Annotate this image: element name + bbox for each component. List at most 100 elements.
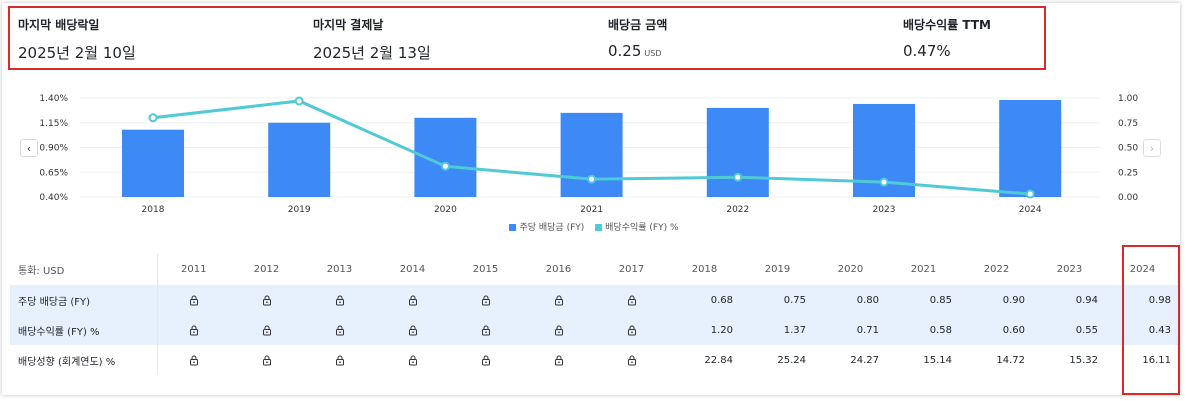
- table-row: 주당 배당금 (FY) 0.68 0.75 0.80 0.85 0.90 0.94 0.98: [10, 285, 1179, 315]
- bar: [999, 99, 1062, 197]
- value-cell: 0.71: [814, 315, 887, 345]
- locked-cell[interactable]: [230, 345, 303, 375]
- value-cell: 16.11: [1142, 354, 1171, 366]
- yield-point: [587, 174, 597, 184]
- x-tick-label: 2023: [873, 205, 896, 215]
- lock-icon: [262, 295, 271, 306]
- x-tick-label: 2018: [142, 205, 165, 215]
- locked-cell[interactable]: [157, 345, 230, 375]
- summary-ex-date: 마지막 배당락일 2025년 2월 10일: [18, 16, 136, 63]
- value-cell: 15.32: [1069, 354, 1098, 366]
- summary-label: 마지막 결제날: [313, 18, 384, 32]
- value-cell: 0.43: [1106, 315, 1179, 345]
- y-right-tick-label: 0.75: [1118, 119, 1138, 129]
- lock-icon: [335, 355, 344, 366]
- value-cell: 0.60: [960, 315, 1033, 345]
- legend-bar-swatch: [509, 224, 517, 231]
- dividend-chart: 1.40% 1.15% 0.90% 0.65% 0.40% 1.00 0.75 0.50 0.2…: [0, 80, 1180, 240]
- y-left-tick-label: 0.40%: [39, 193, 68, 203]
- locked-cell[interactable]: [157, 315, 230, 345]
- locked-cell[interactable]: [449, 345, 522, 375]
- lock-icon: [481, 325, 490, 336]
- lock-icon: [335, 295, 344, 306]
- locked-cell[interactable]: [522, 285, 595, 315]
- locked-cell[interactable]: [376, 345, 449, 375]
- locked-cell[interactable]: [595, 345, 668, 375]
- summary-value-wrap: 0.25 USD: [608, 42, 667, 60]
- y-left-tick-label: 0.65%: [39, 168, 68, 178]
- year-header: 2013: [326, 264, 353, 275]
- locked-cell[interactable]: [595, 315, 668, 345]
- bar: [560, 112, 623, 197]
- value-cell: 0.58: [887, 315, 960, 345]
- year-header: 2011: [181, 264, 207, 275]
- yield-point: [879, 177, 889, 187]
- locked-cell[interactable]: [303, 345, 376, 375]
- year-header: 2022: [983, 264, 1010, 275]
- row-label: 배당성향 (회계연도) %: [10, 345, 158, 375]
- x-tick-label: 2021: [580, 205, 603, 215]
- locked-cell[interactable]: [449, 285, 522, 315]
- highlight-2024-column: [1122, 245, 1180, 395]
- year-header: 2024: [1129, 264, 1156, 275]
- locked-cell[interactable]: [595, 285, 668, 315]
- legend-line-swatch: [595, 224, 603, 231]
- chart-legend: 주당 배당금 (FY) 배당수익률 (FY) %: [0, 220, 1180, 233]
- locked-cell[interactable]: [303, 285, 376, 315]
- summary-label: 배당수익률 TTM: [903, 18, 991, 32]
- locked-cell[interactable]: [230, 285, 303, 315]
- locked-cell[interactable]: [303, 315, 376, 345]
- summary-yield-ttm: 배당수익률 TTM 0.47%: [903, 16, 991, 60]
- y-right-tick-label: 1.00: [1118, 94, 1138, 104]
- lock-icon: [554, 325, 563, 336]
- summary-unit: USD: [644, 49, 662, 58]
- summary-value: 0.25: [608, 42, 642, 60]
- summary-payment-date: 마지막 결제날 2025년 2월 13일: [313, 16, 431, 63]
- locked-cell[interactable]: [376, 315, 449, 345]
- summary-value: 2025년 2월 13일: [313, 44, 431, 62]
- table-row: 배당성향 (회계연도) % 22.84 25.24 24.27 15.14 14.72 15…: [10, 345, 1179, 375]
- locked-cell[interactable]: [157, 285, 230, 315]
- value-cell: 25.24: [777, 354, 806, 366]
- value-cell: 22.84: [704, 354, 733, 366]
- chart-next-button[interactable]: ›: [1143, 139, 1161, 157]
- year-header: 2019: [764, 264, 791, 275]
- row-label: 배당수익률 (FY) %: [10, 315, 158, 345]
- chart-prev-button[interactable]: ‹: [20, 139, 38, 157]
- value-cell: 0.98: [1106, 285, 1179, 315]
- year-header: 2016: [545, 264, 572, 275]
- year-header: 2015: [472, 264, 499, 275]
- locked-cell[interactable]: [522, 345, 595, 375]
- table-header-row: 통화: USD 2011 2012 2013 2014 2015 2016 2017 2018 2…: [10, 254, 1179, 285]
- yield-point: [733, 172, 743, 182]
- y-left-tick-label: 1.40%: [39, 94, 68, 104]
- bar: [706, 107, 769, 197]
- year-header: 2014: [399, 264, 426, 275]
- yield-point: [440, 161, 450, 171]
- dividend-summary: 마지막 배당락일 2025년 2월 10일 마지막 결제날 2025년 2월 1…: [8, 6, 1046, 70]
- locked-cell[interactable]: [230, 315, 303, 345]
- value-cell: 0.90: [960, 285, 1033, 315]
- year-header: 2020: [837, 264, 864, 275]
- value-cell: 0.68: [668, 285, 741, 315]
- lock-icon: [627, 355, 636, 366]
- row-label: 주당 배당금 (FY): [10, 285, 158, 315]
- lock-icon: [554, 295, 563, 306]
- lock-icon: [408, 355, 417, 366]
- value-cell: 15.14: [923, 354, 952, 366]
- locked-cell[interactable]: [522, 315, 595, 345]
- legend-item: 주당 배당금 (FY): [519, 223, 585, 233]
- value-cell: 0.85: [887, 285, 960, 315]
- value-cell: 1.20: [668, 315, 741, 345]
- value-cell: 14.72: [996, 354, 1025, 366]
- yield-point: [294, 96, 304, 106]
- y-left-tick-label: 1.15%: [39, 119, 68, 129]
- year-header: 2012: [253, 264, 280, 275]
- locked-cell[interactable]: [376, 285, 449, 315]
- lock-icon: [262, 355, 271, 366]
- locked-cell[interactable]: [449, 315, 522, 345]
- currency-label: 통화: USD: [10, 254, 158, 285]
- summary-dividend-amount: 배당금 금액 0.25 USD: [608, 16, 667, 60]
- summary-label: 배당금 금액: [608, 18, 668, 32]
- legend-item: 배당수익률 (FY) %: [605, 223, 679, 233]
